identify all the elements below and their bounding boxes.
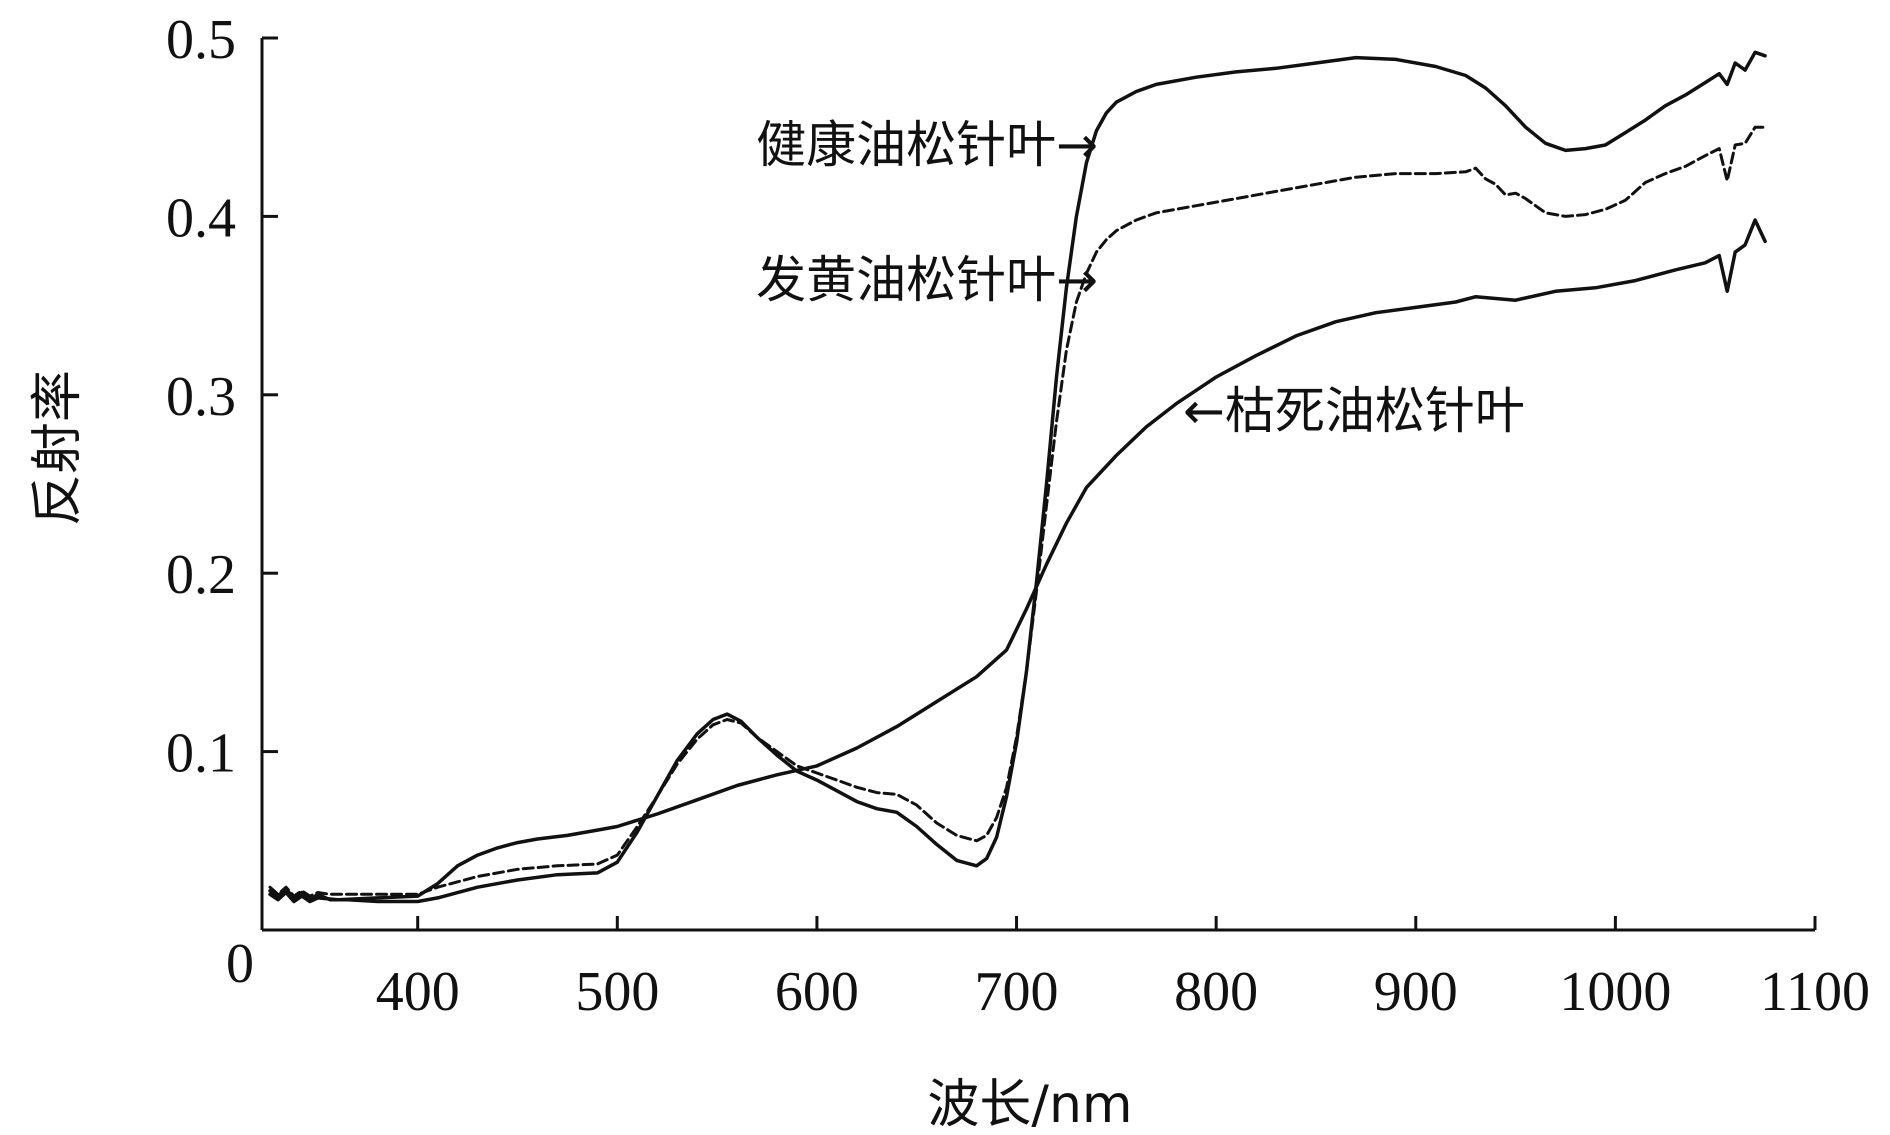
x-tick-label: 600 bbox=[775, 961, 859, 1023]
y-axis-title: 反射率 bbox=[28, 370, 88, 526]
series-line-1 bbox=[268, 125, 1767, 898]
y-tick-label: 0.2 bbox=[166, 544, 236, 606]
series-layer bbox=[268, 50, 1767, 904]
series-line-0 bbox=[268, 50, 1767, 904]
annotation-healthy: 健康油松针叶→ bbox=[756, 116, 1098, 174]
x-axis-title: 波长/nm bbox=[927, 1075, 1132, 1135]
tick-labels: 400 500 600 700 800 900 1000 1100 0.1 0.2 0.3 0.4 0.… bbox=[166, 9, 1870, 1023]
x-tick-label: 500 bbox=[575, 961, 659, 1023]
y-tick-label: 0.1 bbox=[166, 723, 236, 785]
x-tick-label: 1000 bbox=[1559, 961, 1671, 1023]
ticks bbox=[262, 36, 1817, 930]
y-tick-label: 0.4 bbox=[166, 187, 236, 249]
series-line-2 bbox=[268, 218, 1767, 904]
axes bbox=[260, 38, 1815, 932]
annotation-dead: ←枯死油松针叶 bbox=[1183, 382, 1525, 440]
y-tick-label: 0.3 bbox=[166, 366, 236, 428]
y-tick-label: 0.5 bbox=[166, 9, 236, 71]
x-tick-label: 1100 bbox=[1760, 961, 1870, 1023]
x-tick-label: 800 bbox=[1174, 961, 1258, 1023]
x-tick-label: 900 bbox=[1374, 961, 1458, 1023]
x-tick-label: 700 bbox=[975, 961, 1059, 1023]
origin-label: 0 bbox=[226, 933, 254, 995]
annotation-yellowing: 发黄油松针叶→ bbox=[756, 251, 1098, 309]
x-tick-label: 400 bbox=[376, 961, 460, 1023]
